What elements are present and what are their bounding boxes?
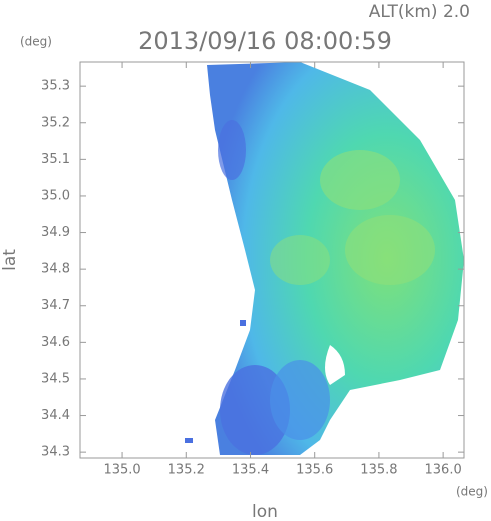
y-tick-label: 35.0 — [41, 188, 70, 203]
y-tick-label: 34.3 — [41, 445, 70, 460]
y-tick-label: 34.5 — [41, 371, 70, 386]
x-tick-label: 135.2 — [168, 463, 205, 478]
x-unit: (deg) — [456, 485, 488, 499]
y-tick-label: 35.3 — [41, 79, 70, 94]
plot-frame — [79, 61, 465, 459]
x-tick-label: 135.8 — [360, 463, 397, 478]
x-tick-label: 135.0 — [103, 463, 140, 478]
radar-echo — [185, 62, 464, 455]
x-tick-label: 136.0 — [425, 463, 462, 478]
y-axis-label: lat — [0, 249, 20, 271]
timestamp: 2013/09/16 08:00:59 — [138, 27, 392, 55]
x-tick-label: 135.4 — [232, 463, 269, 478]
y-tick-label: 34.7 — [41, 298, 70, 313]
x-tick-label: 135.6 — [296, 463, 333, 478]
y-tick-label: 34.9 — [41, 225, 70, 240]
y-unit: (deg) — [20, 35, 52, 49]
x-axis-label: lon — [252, 502, 278, 521]
y-tick-label: 35.1 — [41, 152, 70, 167]
altitude-label: ALT(km) 2.0 — [369, 2, 470, 22]
y-tick-label: 34.4 — [41, 408, 70, 423]
y-tick-label: 35.2 — [41, 115, 70, 130]
y-tick-label: 34.6 — [41, 335, 70, 350]
y-tick-label: 34.8 — [41, 262, 70, 277]
